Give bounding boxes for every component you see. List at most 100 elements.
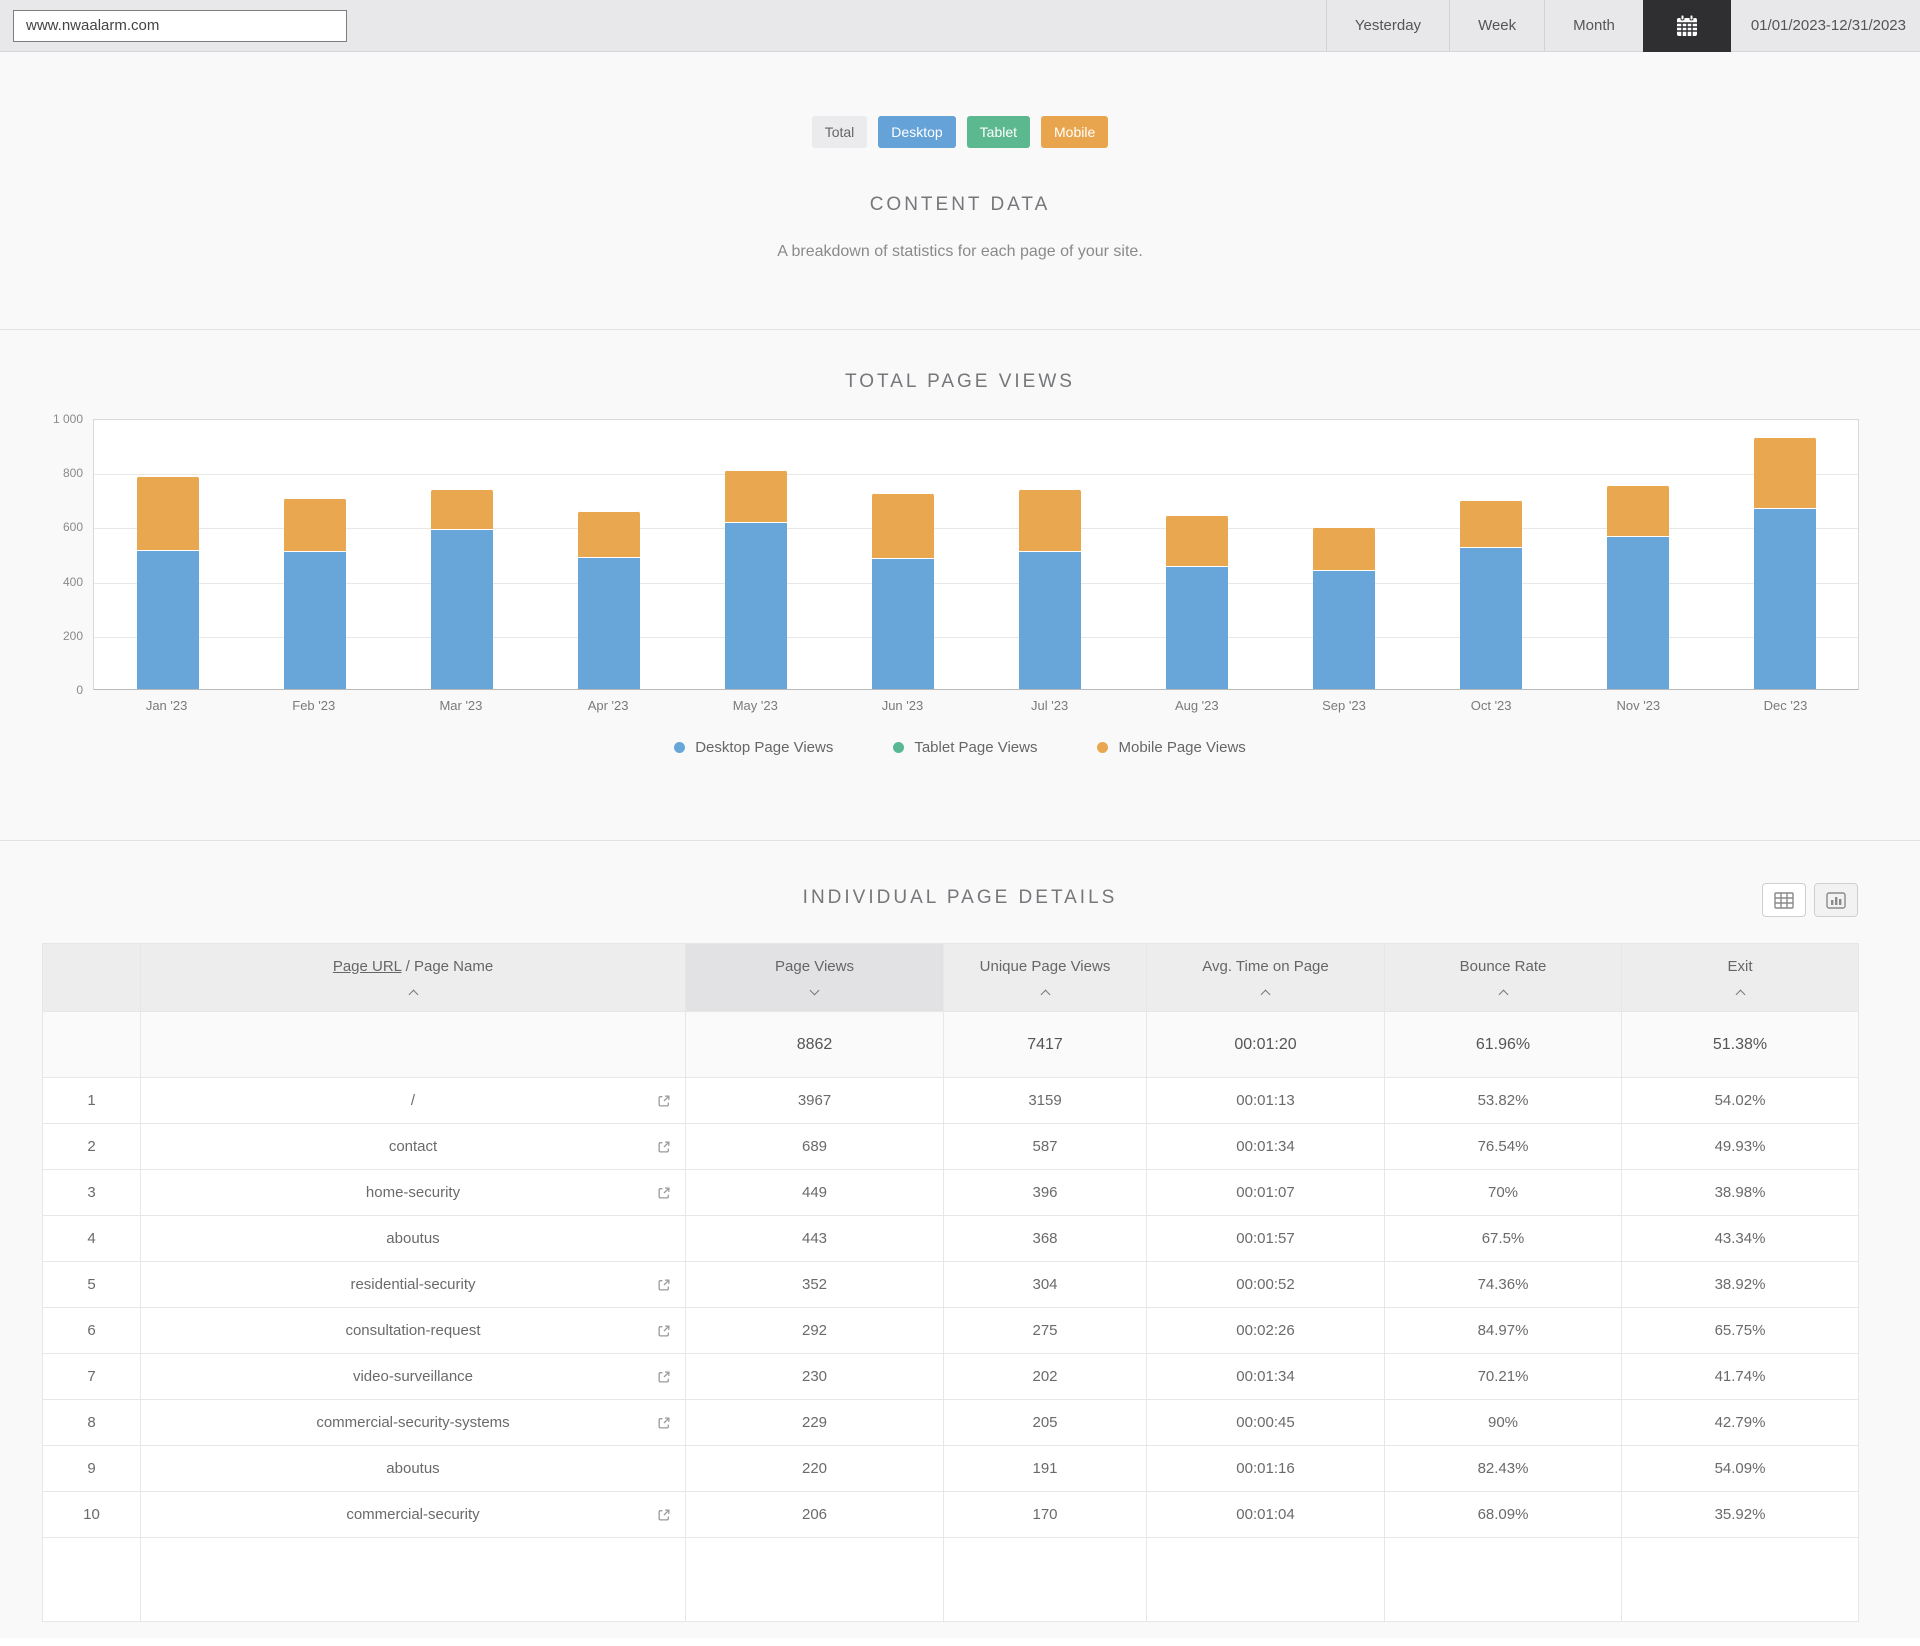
stacked-bar-sep23[interactable] [1312,527,1375,689]
page-name-cell: commercial-security-systems [140,1399,686,1446]
stacked-bar-jan23[interactable] [136,476,199,689]
table-row: 1 / 3967 3159 00:01:13 53.82% 54.02% [42,1077,1859,1124]
page-name-cell: residential-security [140,1261,686,1308]
x-tick-label: Apr '23 [587,698,629,713]
calendar-button[interactable] [1642,0,1731,52]
bar-segment [1459,499,1522,547]
rank-cell: 4 [42,1215,141,1262]
external-link-icon[interactable] [657,1094,671,1108]
page-name: video-surveillance [352,1368,474,1385]
stacked-bar-aug23[interactable] [1165,515,1228,689]
bar-segment [1606,535,1669,537]
stacked-bar-feb23[interactable] [283,497,346,689]
page-name-cell: aboutus [140,1215,686,1262]
page-details-table: Page URL / Page Name Page Views Unique Pag… [42,943,1859,1622]
page-name-cell: consultation-request [140,1307,686,1354]
bar-segment [1459,547,1522,689]
view-toggle-group [1762,883,1858,917]
value-cell: 54.09% [1621,1445,1859,1492]
column-header-3[interactable]: Unique Page Views [943,943,1147,1012]
filter-total-button[interactable]: Total [811,116,868,148]
column-label: Page URL / Page Name [332,957,494,975]
y-tick-label: 800 [62,466,83,481]
stacked-bar-nov23[interactable] [1606,484,1669,689]
stacked-bar-apr23[interactable] [577,511,640,689]
empty-cell [1146,1537,1385,1622]
value-cell: 00:01:34 [1146,1123,1385,1170]
x-tick-label: Dec '23 [1763,698,1808,713]
bar-segment [136,550,199,689]
column-header-1[interactable]: Page URL / Page Name [140,943,686,1012]
bar-segment [1459,546,1522,548]
column-header-4[interactable]: Avg. Time on Page [1146,943,1385,1012]
filter-desktop-button[interactable]: Desktop [878,116,956,148]
range-tab-month[interactable]: Month [1544,0,1643,52]
value-cell: 41.74% [1621,1353,1859,1400]
stacked-bar-jul23[interactable] [1018,488,1081,689]
value-cell: 205 [943,1399,1147,1446]
value-cell: 3967 [685,1077,944,1124]
stacked-bar-jun23[interactable] [871,493,934,689]
value-cell: 82.43% [1384,1445,1622,1492]
legend-dot [893,742,905,753]
bar-segment [577,556,640,558]
value-cell: 206 [685,1491,944,1538]
site-url-input[interactable] [13,9,347,42]
rank-cell: 5 [42,1261,141,1308]
value-cell: 304 [943,1261,1147,1308]
filter-tablet-button[interactable]: Tablet [966,116,1031,148]
stacked-bar-oct23[interactable] [1459,499,1522,689]
gridline [94,528,1858,530]
date-range-label[interactable]: 01/01/2023-12/31/2023 [1750,17,1906,34]
column-header-2[interactable]: Page Views [685,943,944,1012]
stacked-bar-may23[interactable] [724,469,787,689]
value-cell: 396 [943,1169,1147,1216]
external-link-icon[interactable] [657,1416,671,1430]
rank-cell: 3 [42,1169,141,1216]
bar-segment [430,530,493,689]
legend-label: Mobile Page Views [1118,739,1246,756]
table-view-button[interactable] [1762,883,1806,917]
rank-cell: 6 [42,1307,141,1354]
column-label: Bounce Rate [1459,957,1547,975]
value-cell: 00:01:16 [1146,1445,1385,1492]
page-name: residential-security [350,1276,476,1293]
column-label: Unique Page Views [979,957,1111,975]
bar-segment [283,552,346,689]
legend-item-desktop[interactable]: Desktop Page Views [674,739,833,756]
summary-cell: 00:01:20 [1146,1011,1385,1078]
page-url-link[interactable]: Page URL [332,957,402,975]
external-link-icon[interactable] [657,1278,671,1292]
range-tab-week[interactable]: Week [1449,0,1544,52]
external-link-icon[interactable] [657,1370,671,1384]
legend-item-mobile[interactable]: Mobile Page Views [1097,739,1246,756]
stacked-bar-dec23[interactable] [1753,436,1816,689]
empty-cell [685,1537,944,1622]
bar-segment [1606,484,1669,536]
value-cell: 49.93% [1621,1123,1859,1170]
column-header-6[interactable]: Exit [1621,943,1859,1012]
range-tabs: Yesterday Week Month [1325,0,1643,52]
external-link-icon[interactable] [657,1140,671,1154]
bar-segment [136,476,199,550]
filter-mobile-button[interactable]: Mobile [1041,116,1109,148]
external-link-icon[interactable] [657,1186,671,1200]
gridline [94,474,1858,476]
legend-item-tablet[interactable]: Tablet Page Views [893,739,1037,756]
content-data-title: CONTENT DATA [869,194,1051,215]
x-tick-label: Aug '23 [1174,698,1219,713]
stacked-bar-mar23[interactable] [430,489,493,689]
range-tab-yesterday[interactable]: Yesterday [1325,0,1449,52]
page-name-cell: home-security [140,1169,686,1216]
value-cell: 00:00:52 [1146,1261,1385,1308]
external-link-icon[interactable] [657,1324,671,1338]
bar-segment [724,522,787,524]
summary-cell: 51.38% [1621,1011,1859,1078]
calendar-icon [1674,13,1700,39]
value-cell: 587 [943,1123,1147,1170]
table-row: 8 commercial-security-systems 229 205 00:00:… [42,1399,1859,1446]
column-header-5[interactable]: Bounce Rate [1384,943,1622,1012]
value-cell: 67.5% [1384,1215,1622,1262]
external-link-icon[interactable] [657,1508,671,1522]
chart-view-button[interactable] [1814,883,1858,917]
